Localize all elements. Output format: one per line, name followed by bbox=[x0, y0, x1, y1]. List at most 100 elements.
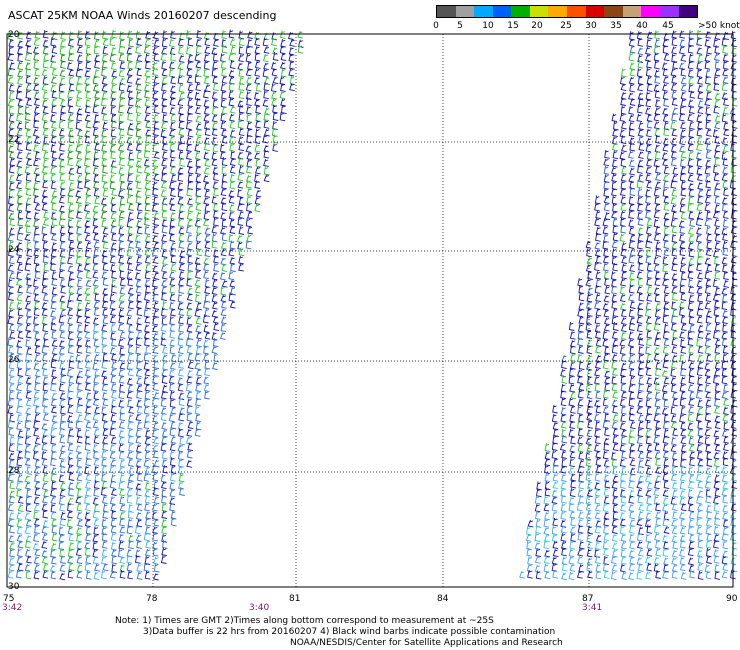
wind-barb bbox=[730, 30, 737, 40]
wind-barb bbox=[59, 233, 66, 243]
wind-barb bbox=[26, 135, 32, 144]
wind-barb bbox=[721, 256, 728, 265]
wind-barb bbox=[619, 339, 626, 347]
wind-barb bbox=[228, 190, 235, 198]
wind-barb bbox=[152, 159, 159, 168]
wind-barb bbox=[595, 293, 601, 303]
wind-barb bbox=[723, 121, 729, 131]
wind-barb bbox=[118, 104, 124, 114]
wind-barb bbox=[653, 121, 660, 130]
wind-barb bbox=[586, 444, 593, 453]
wind-barb bbox=[111, 361, 117, 370]
wind-barb bbox=[50, 435, 56, 445]
wind-barb bbox=[187, 128, 194, 138]
wind-barb bbox=[101, 300, 108, 309]
wind-barb bbox=[212, 60, 218, 70]
wind-barb bbox=[604, 370, 610, 378]
wind-barb bbox=[697, 490, 704, 498]
wind-barb bbox=[59, 421, 66, 431]
wind-barb bbox=[67, 98, 74, 108]
legend-color-swatch bbox=[474, 6, 493, 17]
wind-barb bbox=[611, 533, 618, 542]
wind-barb bbox=[602, 397, 609, 407]
wind-barb bbox=[136, 219, 142, 228]
wind-barb bbox=[611, 136, 618, 145]
wind-barb bbox=[144, 502, 150, 512]
wind-barb bbox=[595, 255, 602, 264]
wind-barb bbox=[638, 97, 645, 107]
wind-barb bbox=[654, 69, 660, 78]
wind-barb bbox=[136, 248, 142, 256]
wind-barb bbox=[77, 61, 83, 71]
wind-barb bbox=[58, 474, 65, 483]
wind-barb bbox=[203, 167, 210, 175]
wind-barb bbox=[246, 234, 253, 243]
wind-barb bbox=[33, 323, 39, 333]
wind-barb bbox=[77, 370, 83, 378]
wind-barb bbox=[611, 300, 617, 310]
wind-barb bbox=[594, 261, 600, 272]
wind-barb bbox=[578, 383, 585, 391]
wind-barb bbox=[26, 44, 32, 55]
wind-barb bbox=[706, 226, 712, 236]
wind-barb bbox=[569, 331, 576, 340]
wind-barb bbox=[76, 241, 83, 250]
wind-barb bbox=[152, 472, 159, 482]
wind-barb bbox=[238, 263, 244, 272]
wind-barb bbox=[263, 158, 269, 167]
wind-barb bbox=[594, 472, 601, 482]
wind-barb bbox=[619, 458, 626, 468]
wind-barb bbox=[620, 353, 627, 362]
wind-barb bbox=[33, 316, 39, 326]
wind-barb bbox=[135, 336, 142, 347]
wind-barb bbox=[41, 525, 48, 534]
wind-barb bbox=[653, 287, 660, 296]
wind-barb bbox=[42, 495, 48, 504]
wind-barb bbox=[118, 217, 124, 227]
wind-barb bbox=[24, 458, 31, 466]
wind-barb bbox=[220, 53, 226, 63]
wind-barb bbox=[602, 450, 609, 460]
wind-barb bbox=[102, 38, 109, 47]
wind-barb bbox=[714, 226, 720, 236]
wind-barb bbox=[24, 564, 31, 572]
wind-barb bbox=[628, 106, 634, 115]
wind-barb bbox=[654, 195, 661, 205]
wind-barb bbox=[629, 248, 636, 257]
wind-barb bbox=[110, 137, 116, 146]
wind-barb bbox=[721, 202, 728, 212]
wind-barb bbox=[136, 563, 143, 573]
wind-barb bbox=[59, 142, 65, 152]
wind-barb bbox=[721, 466, 728, 475]
wind-barb bbox=[637, 307, 643, 317]
wind-barb bbox=[179, 91, 185, 100]
wind-barb bbox=[128, 240, 134, 249]
wind-barb bbox=[228, 52, 235, 62]
wind-barb bbox=[178, 345, 184, 355]
wind-barb bbox=[135, 82, 142, 92]
wind-barb bbox=[84, 495, 90, 505]
wind-barb bbox=[628, 175, 635, 183]
wind-barb bbox=[110, 346, 116, 355]
wind-barb bbox=[85, 98, 91, 108]
wind-barb bbox=[67, 143, 74, 153]
wind-barb bbox=[126, 554, 133, 564]
wind-barb bbox=[169, 158, 176, 168]
wind-barb bbox=[178, 451, 184, 461]
wind-barb bbox=[109, 293, 116, 302]
wind-barb bbox=[221, 90, 227, 100]
wind-barb bbox=[16, 442, 23, 453]
wind-barb bbox=[688, 398, 694, 407]
wind-barb bbox=[721, 474, 728, 483]
wind-barb bbox=[238, 247, 245, 257]
wind-barb bbox=[25, 152, 32, 160]
wind-barb bbox=[59, 330, 66, 339]
wind-barb bbox=[263, 149, 270, 159]
wind-barb bbox=[213, 263, 219, 272]
wind-barb bbox=[637, 541, 643, 549]
wind-barb bbox=[662, 497, 669, 506]
wind-barb bbox=[577, 570, 583, 579]
wind-barb bbox=[186, 449, 193, 459]
wind-barb bbox=[680, 406, 687, 416]
wind-barb bbox=[50, 543, 57, 551]
